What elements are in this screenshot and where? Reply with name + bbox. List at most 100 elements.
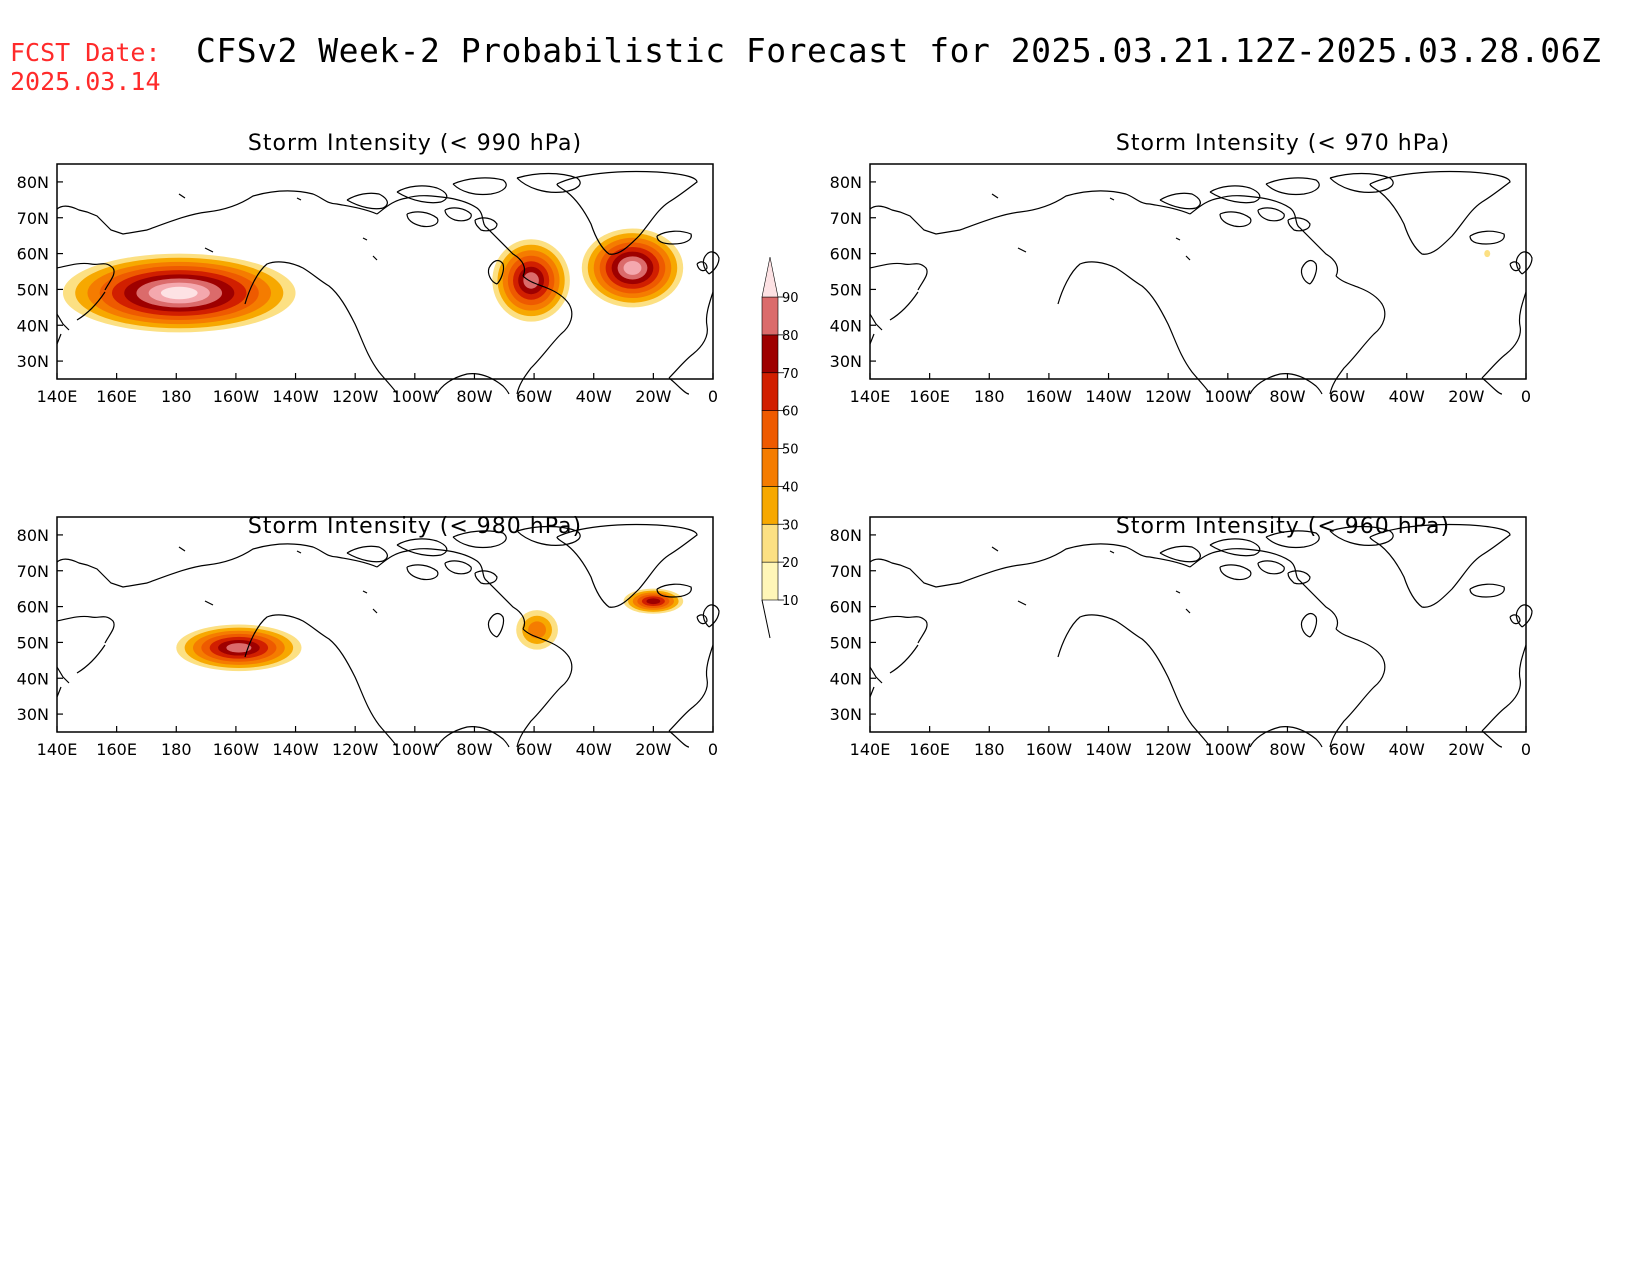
lon-tick-label: 80W — [1269, 387, 1305, 406]
lon-tick-label: 160W — [213, 387, 260, 406]
lat-tick-label: 70N — [830, 562, 862, 581]
lon-tick-label: 140E — [37, 740, 78, 759]
lon-tick-label: 120W — [332, 387, 379, 406]
panel-title-990: Storm Intensity (< 990 hPa) — [247, 131, 583, 156]
lon-tick-label: 60W — [1329, 740, 1365, 759]
lon-tick-label: 20W — [1448, 387, 1484, 406]
lon-tick-label: 100W — [1205, 740, 1252, 759]
lon-tick-label: 20W — [635, 740, 671, 759]
lon-tick-label: 60W — [1329, 387, 1365, 406]
lon-tick-label: 140W — [272, 740, 319, 759]
panel-960-map: 140E 160E 180 160W 140W 120W 100W 80W 60W 40W 20W 0… — [830, 516, 1533, 759]
panel-970-map: 140E 160E 180 160W 140W 120W 100W 80W 60W 40W 20W 0… — [830, 163, 1533, 406]
lon-tick-label: 100W — [1205, 387, 1252, 406]
lat-tick-label: 50N — [830, 633, 862, 652]
lon-tick-label: 80W — [1269, 740, 1305, 759]
lon-tick-label: 60W — [516, 387, 552, 406]
lon-tick-label: 140E — [850, 740, 891, 759]
colorbar-label: 70 — [782, 367, 799, 382]
lat-tick-label: 70N — [17, 562, 49, 581]
lat-tick-label: 40N — [17, 669, 49, 688]
probability-contour-70 — [226, 643, 252, 653]
colorbar-segment — [761, 523, 779, 563]
lon-tick-label: 180 — [974, 387, 1005, 406]
forecast-date-value: 2025.03.14 — [10, 67, 161, 96]
colorbar-segment — [761, 334, 779, 374]
lon-tick-label: 80W — [456, 387, 492, 406]
lat-tick-label: 80N — [830, 173, 862, 192]
lon-tick-label: 0 — [708, 387, 718, 406]
lon-tick-label: 160W — [1026, 740, 1073, 759]
colorbar-segment — [761, 372, 779, 411]
lat-tick-label: 40N — [830, 316, 862, 335]
colorbar-label: 10 — [782, 594, 799, 609]
lon-tick-label: 100W — [392, 740, 439, 759]
lon-tick-label: 20W — [1448, 740, 1484, 759]
lon-tick-label: 140W — [1085, 740, 1132, 759]
lat-tick-label: 70N — [830, 209, 862, 228]
lat-tick-label: 60N — [830, 598, 862, 617]
colorbar: 10 20 30 40 50 60 70 80 90 — [761, 256, 799, 639]
colorbar-label: 60 — [782, 405, 799, 420]
main-title: CFSv2 Week-2 Probabilistic Forecast for … — [196, 31, 1602, 70]
probability-contour-70 — [523, 272, 539, 289]
lon-tick-label: 180 — [161, 740, 192, 759]
colorbar-top-cap — [761, 256, 779, 298]
panel-980-map: 140E 160E 180 160W 140W 120W 100W 80W 60W 40W 20W 0… — [17, 516, 720, 759]
forecast-date-block: FCST Date: 2025.03.14 — [10, 38, 161, 96]
lon-tick-label: 40W — [1389, 740, 1425, 759]
lat-tick-label: 80N — [17, 526, 49, 545]
lon-tick-label: 160E — [909, 387, 950, 406]
lon-tick-label: 120W — [1145, 740, 1192, 759]
lat-tick-label: 40N — [17, 316, 49, 335]
lat-tick-label: 70N — [17, 209, 49, 228]
lat-tick-label: 50N — [17, 633, 49, 652]
colorbar-segment — [761, 486, 779, 525]
colorbar-label: 50 — [782, 443, 799, 458]
lon-tick-label: 120W — [1145, 387, 1192, 406]
lon-tick-label: 0 — [1521, 740, 1531, 759]
probability-contour-90 — [160, 286, 198, 300]
lon-tick-label: 0 — [708, 740, 718, 759]
lon-tick-label: 100W — [392, 387, 439, 406]
lat-tick-label: 30N — [830, 705, 862, 724]
lon-tick-label: 160W — [1026, 387, 1073, 406]
panel-title-970: Storm Intensity (< 970 hPa) — [1115, 131, 1451, 156]
lat-tick-label: 50N — [17, 280, 49, 299]
lon-tick-label: 120W — [332, 740, 379, 759]
probability-contour-60 — [646, 598, 661, 605]
colorbar-label: 20 — [782, 556, 799, 571]
colorbar-segment — [761, 296, 779, 336]
lon-tick-label: 180 — [161, 387, 192, 406]
lat-tick-label: 50N — [830, 280, 862, 299]
lon-tick-label: 40W — [576, 740, 612, 759]
lon-tick-label: 160E — [96, 387, 137, 406]
lat-tick-label: 30N — [830, 352, 862, 371]
lon-tick-label: 140E — [37, 387, 78, 406]
lat-tick-label: 80N — [17, 173, 49, 192]
lat-tick-label: 60N — [17, 598, 49, 617]
lon-tick-label: 40W — [1389, 387, 1425, 406]
lon-tick-label: 160E — [909, 740, 950, 759]
probability-contour-30 — [528, 621, 547, 639]
colorbar-label: 30 — [782, 518, 799, 533]
colorbar-label: 90 — [782, 291, 799, 306]
lon-tick-label: 0 — [1521, 387, 1531, 406]
lon-tick-label: 140W — [1085, 387, 1132, 406]
lat-tick-label: 60N — [17, 245, 49, 264]
lon-tick-label: 160W — [213, 740, 260, 759]
probability-contour-10 — [1484, 250, 1491, 258]
lat-tick-label: 30N — [17, 352, 49, 371]
colorbar-label: 40 — [782, 480, 799, 495]
colorbar-segment — [761, 410, 779, 449]
forecast-date-label: FCST Date: — [10, 38, 161, 67]
lon-tick-label: 180 — [974, 740, 1005, 759]
lon-tick-label: 20W — [635, 387, 671, 406]
colorbar-bottom-cap — [761, 599, 771, 639]
panel-title-980: Storm Intensity (< 980 hPa) — [247, 514, 583, 539]
lon-tick-label: 140E — [850, 387, 891, 406]
lat-tick-label: 80N — [830, 526, 862, 545]
colorbar-label: 80 — [782, 329, 799, 344]
lon-tick-label: 140W — [272, 387, 319, 406]
